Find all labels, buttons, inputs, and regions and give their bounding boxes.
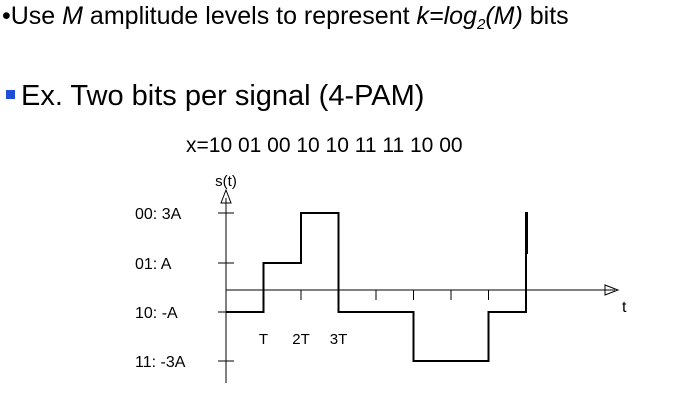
bit-sequence: x=10 01 00 10 10 11 11 10 00 — [186, 134, 463, 157]
y-level-label: 11: -3A — [135, 354, 186, 371]
bullet1-paren: (M) — [485, 2, 523, 30]
x-tick-label: 2T — [292, 331, 310, 348]
x-axis-arrow-icon — [604, 284, 620, 296]
square-bullet-icon — [6, 90, 15, 99]
x-axis-label: t — [622, 299, 627, 316]
bullet1-m: M — [62, 2, 83, 30]
y-level-label: 01: A — [135, 256, 172, 273]
axes: s(t) t — [215, 173, 627, 383]
x-tick-label: 3T — [330, 331, 348, 348]
bullet1-prefix: •Use — [2, 2, 63, 30]
bullet1-mid: amplitude levels to represent — [82, 2, 417, 30]
x-tick-label: T — [259, 331, 268, 348]
y-level-label: 00: 3A — [135, 206, 182, 223]
bullet-line-1: •Use M amplitude levels to represent k=l… — [2, 2, 569, 33]
bullet1-suffix: bits — [522, 2, 569, 30]
signal-waveform — [226, 212, 528, 362]
bullet2-text: Ex. Two bits per signal (4-PAM) — [21, 80, 425, 112]
bullet1-sub: 2 — [476, 16, 486, 33]
y-axis-label: s(t) — [215, 173, 237, 190]
y-axis-arrow-icon — [220, 188, 232, 204]
bullet1-formula: k=log2(M) — [416, 2, 523, 33]
bullet1-k-expr: k=log — [416, 2, 477, 30]
bullet-line-2: Ex. Two bits per signal (4-PAM) — [6, 80, 424, 113]
y-level-label: 10: -A — [135, 305, 178, 322]
